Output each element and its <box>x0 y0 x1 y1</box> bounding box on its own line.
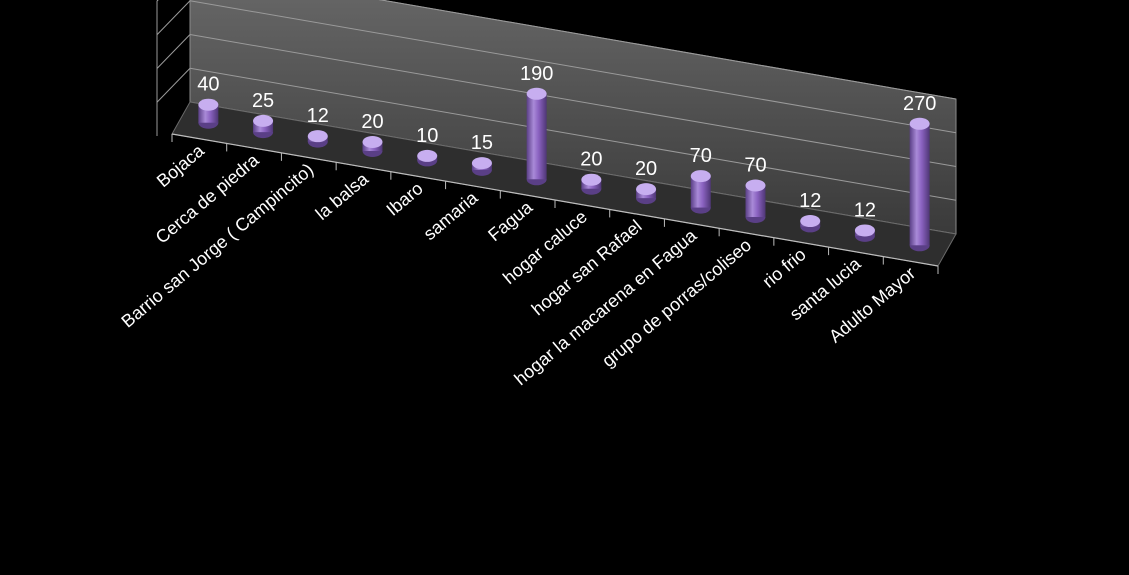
bar-top <box>253 114 274 127</box>
bar-top <box>307 130 328 143</box>
bar-top <box>362 136 383 148</box>
bar-top <box>471 157 492 170</box>
bar-top <box>636 183 657 196</box>
x-tick-label: Fagua <box>484 196 537 245</box>
data-labels: 40 25 12 20 10 15 190 20 20 70 70 12 12 270 <box>197 63 936 222</box>
bars <box>198 87 930 252</box>
data-label: 20 <box>635 158 657 180</box>
x-tick-label: rio frio <box>759 244 810 291</box>
bar-body <box>690 176 711 208</box>
side-gridline-0 <box>156 67 191 103</box>
side-gridline-3 <box>156 0 159 2</box>
data-label: 12 <box>854 199 876 221</box>
gridline-3 <box>378 0 957 100</box>
bar-top <box>526 87 547 100</box>
side-gridline-1 <box>156 34 191 69</box>
gridline-1 <box>189 34 957 167</box>
bar-top <box>581 173 602 186</box>
data-label: 12 <box>799 190 821 212</box>
side-wall-top <box>156 0 159 2</box>
data-label: 190 <box>520 63 553 85</box>
x-tick-label: Bojaca <box>153 140 209 191</box>
bar <box>417 149 438 167</box>
data-label: 70 <box>690 145 712 167</box>
bar <box>581 173 602 195</box>
bar-top <box>198 98 219 111</box>
bar <box>253 114 274 139</box>
x-tick-label: Ibaro <box>382 178 426 220</box>
x-tick-label: samaria <box>420 187 483 244</box>
bar <box>690 170 711 214</box>
bar-top <box>417 149 438 162</box>
bar <box>471 157 492 176</box>
bar <box>854 224 875 242</box>
bar <box>307 130 328 148</box>
bar <box>636 183 657 205</box>
side-gridline-2 <box>156 0 191 36</box>
data-label: 70 <box>744 155 766 177</box>
bar <box>198 98 219 129</box>
bar-top <box>854 224 875 237</box>
bar <box>800 215 821 233</box>
bar <box>909 117 930 252</box>
bar <box>745 179 766 223</box>
data-label: 20 <box>580 149 602 171</box>
bar-body <box>745 185 766 217</box>
bar-body <box>909 123 930 246</box>
bar <box>362 136 383 157</box>
bar-top <box>909 117 930 130</box>
data-label: 25 <box>252 90 274 112</box>
data-label: 270 <box>903 93 936 115</box>
gridline-2 <box>189 0 957 134</box>
bar-body <box>526 93 547 180</box>
data-label: 40 <box>197 74 219 96</box>
data-label: 10 <box>416 125 438 147</box>
bar-top <box>800 215 821 228</box>
data-label: 15 <box>471 132 493 154</box>
bar-top <box>745 179 766 192</box>
x-tick-label: la balsa <box>312 168 373 224</box>
gridlines <box>156 0 957 201</box>
x-axis <box>171 133 939 274</box>
data-label: 12 <box>307 105 329 127</box>
data-label: 20 <box>361 111 383 133</box>
bar-top <box>690 170 711 183</box>
gridline-0 <box>189 67 957 201</box>
x-tick-label: hogar san Rafael <box>528 216 646 319</box>
bar <box>526 87 547 186</box>
